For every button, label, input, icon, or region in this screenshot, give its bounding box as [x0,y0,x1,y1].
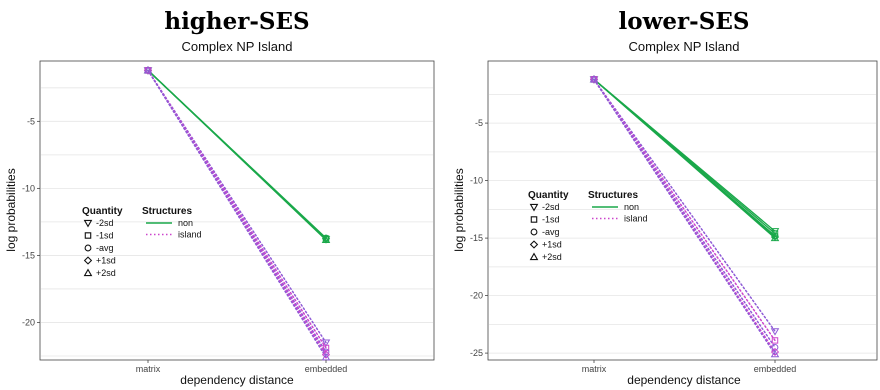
data-point [589,75,599,84]
legend-label-structure: island [178,230,202,240]
legend-title-quantity: Quantity [82,206,123,217]
x-tick-label: matrix [136,364,161,374]
legend-label-quantity: -2sd [96,218,114,228]
legend-key-circle [84,244,92,252]
y-tick-label: -20 [22,317,35,327]
y-tick-label: -5 [27,116,35,126]
y-axis-label: log probabilities [4,168,18,251]
legend-key-triangle-down [529,203,539,212]
legend-key-square [530,216,538,223]
legend: Quantity-2sd -1sd -avg +1sd +2sd Structuresno… [528,190,648,262]
series-markers [589,74,780,358]
data-point [143,66,153,75]
y-tick-label: -25 [470,348,483,358]
y-tick-label: -10 [22,183,35,193]
data-point [770,328,780,336]
y-tick-label: -15 [22,250,35,260]
x-tick-label: embedded [305,364,348,374]
legend-key-triangle-up [529,252,539,261]
legend-label-quantity: +1sd [96,256,116,266]
legend-label-quantity: -avg [542,227,560,237]
legend-label-quantity: +2sd [96,268,116,278]
legend-label-quantity: -2sd [542,202,560,212]
data-point [321,350,331,359]
data-point [770,347,780,357]
series-line-island [147,69,327,359]
y-tick-label: -15 [470,233,483,243]
panel-subtitle: Complex NP Island [181,39,292,54]
series-line-island [593,78,776,355]
legend-key-diamond [529,240,539,249]
legend: Quantity-2sd -1sd -avg +1sd +2sd Structuresno… [82,206,202,278]
data-point [770,349,780,358]
legend-label-structure: non [178,218,193,228]
series-line-island [593,78,776,332]
series-markers [143,65,331,361]
x-tick-label: embedded [754,364,797,374]
data-point [143,65,153,74]
data-point [770,228,780,236]
legend-title-structures: Structures [142,206,192,217]
series-line-island [593,78,776,353]
data-point [770,233,780,242]
panel-title: lower-SES [619,8,750,35]
y-ticks: -5 -10 -15 -20 -25 [470,118,488,358]
y-axis-label: log probabilities [452,168,466,251]
y-tick-label: -5 [475,118,483,128]
series-line-non [593,78,776,239]
legend-label-structure: non [624,202,639,212]
legend-label-quantity: +2sd [542,252,562,262]
data-point [771,337,779,344]
y-tick-label: -10 [470,176,483,186]
legend-key-square [84,232,92,239]
y-ticks: -5 -10 -15 -20 [22,116,40,327]
x-axis-label: dependency distance [627,373,741,387]
legend-label-quantity: -avg [96,243,114,253]
legend-label-quantity: -1sd [96,231,114,241]
legend-key-triangle-down [83,219,93,228]
legend-title-structures: Structures [588,190,638,201]
data-point [321,339,331,347]
data-point [771,344,779,351]
data-point [321,352,331,361]
panel-title: higher-SES [164,8,309,35]
data-point [321,235,331,244]
legend-key-triangle-up [83,268,93,277]
panel-higher-ses: higher-SES Complex NP Island -5 -10 -15 -20… [4,8,435,387]
legend-title-quantity: Quantity [528,190,569,201]
legend-label-quantity: -1sd [542,215,560,225]
data-point [589,74,599,83]
grid [489,93,876,354]
y-tick-label: -20 [470,291,483,301]
series-lines [593,78,776,355]
series-lines [147,69,327,359]
series-line-non [147,69,327,241]
series-line-island [147,69,327,344]
x-ticks: matrix embedded [582,360,797,374]
grid [41,87,433,357]
x-axis-label: dependency distance [180,373,294,387]
x-ticks: matrix embedded [136,360,348,374]
panel-subtitle: Complex NP Island [628,39,739,54]
series-line-island [147,69,327,349]
x-tick-label: matrix [582,364,607,374]
data-point [322,348,330,356]
legend-label-structure: island [624,214,648,224]
legend-key-diamond [83,256,93,265]
panel-lower-ses: lower-SES Complex NP Island -5-10-15-20-… [452,8,878,387]
legend-label-quantity: +1sd [542,240,562,250]
legend-key-circle [530,228,538,236]
